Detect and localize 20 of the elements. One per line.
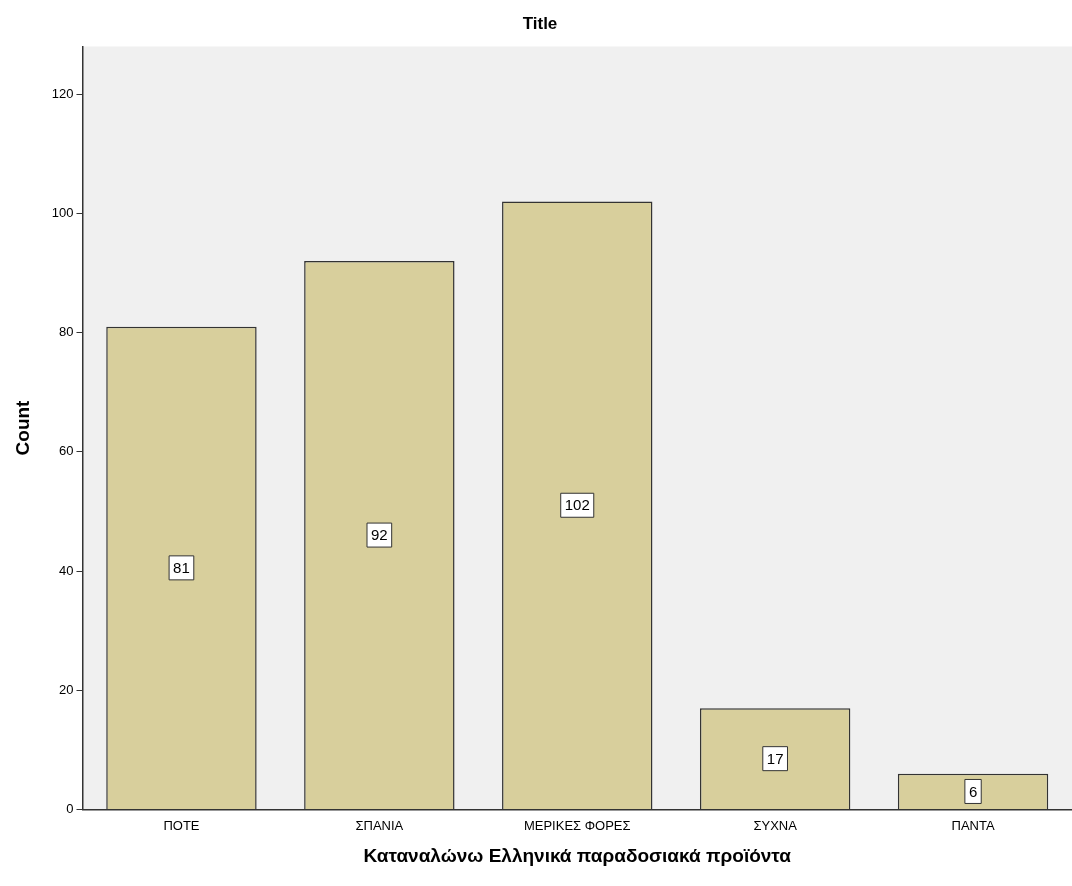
chart-title: Title bbox=[522, 13, 558, 33]
data-label: 92 bbox=[371, 526, 388, 544]
data-label: 17 bbox=[766, 749, 784, 767]
y-tick-label: 120 bbox=[51, 85, 74, 101]
x-tick-label: ΠΟΤΕ bbox=[163, 817, 200, 833]
x-axis-title: Καταναλώνω Ελληνικά παραδοσιακά προϊόντα bbox=[363, 844, 792, 866]
x-tick-label: ΣΥΧΝΑ bbox=[753, 817, 798, 833]
data-label: 102 bbox=[564, 496, 590, 514]
x-tick-label: ΠΑΝΤΑ bbox=[951, 817, 995, 833]
y-axis-title: Count bbox=[11, 399, 33, 456]
data-label: 6 bbox=[968, 782, 978, 800]
x-tick-label: ΜΕΡΙΚΕΣ ΦΟΡΕΣ bbox=[523, 817, 631, 833]
y-tick-label: 0 bbox=[66, 801, 74, 817]
y-tick-label: 100 bbox=[51, 204, 74, 220]
x-tick-label: ΣΠΑΝΙΑ bbox=[355, 817, 404, 833]
y-tick-label: 60 bbox=[59, 443, 74, 459]
y-tick-label: 20 bbox=[59, 681, 74, 697]
y-tick-label: 40 bbox=[59, 562, 74, 578]
data-label: 81 bbox=[173, 559, 190, 577]
y-tick-label: 80 bbox=[59, 324, 74, 340]
